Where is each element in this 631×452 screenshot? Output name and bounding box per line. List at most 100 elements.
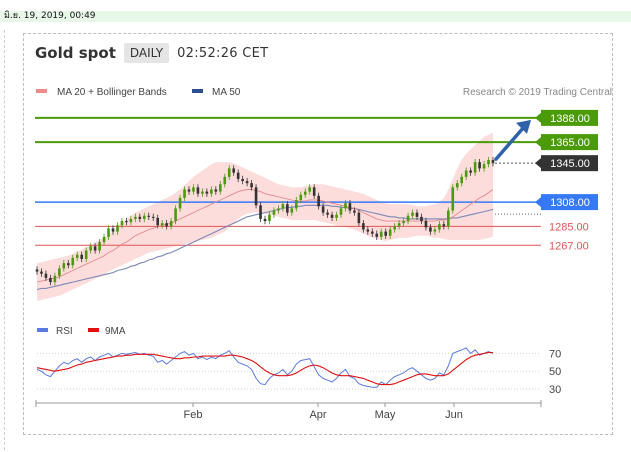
level-label-1388.00: 1388.00 [550,113,590,125]
candle-body [469,170,472,173]
candle-body [35,269,39,272]
x-tick-label-Apr: Apr [309,409,326,421]
forecast-arrow-shaft [494,124,527,161]
candle-body [370,231,374,234]
candle-body [451,187,455,211]
rsi-legend: RSI 9MA [37,326,126,337]
level-label-box-1345.00 [541,155,598,172]
candle-body [58,268,61,276]
candle-body [362,223,365,230]
x-tick-label-Jun: Jun [445,409,463,421]
rsi-tick-30: 30 [549,384,561,396]
candle-body [286,204,289,213]
candle-body [49,277,52,283]
candle-body [116,225,119,232]
forecast-arrow-head [516,119,531,134]
candle-body [80,254,84,259]
bb-legend-swatch [36,89,47,93]
candle-body [89,246,92,251]
level-label-1345.00: 1345.00 [550,158,590,170]
candle-body [160,223,164,226]
candle-body [446,210,450,227]
candle-body [429,227,432,232]
ma50-legend-swatch [192,89,203,93]
candle-body [384,231,388,236]
candle-body [308,187,312,192]
candle-body [156,217,160,226]
candle-body [134,216,137,219]
candle-body [460,176,464,184]
candle-body [478,162,481,169]
level-label-1308.00: 1308.00 [550,197,590,209]
ma50-legend-label: MA 50 [212,87,241,98]
rsi-tick-70: 70 [549,348,561,360]
bollinger-band-area [37,132,493,302]
level-label-1285.00: 1285.00 [549,221,589,233]
candle-body [201,191,204,194]
candle-body [281,204,285,209]
level-label-pointer-1365.00 [535,137,541,148]
candle-body [147,215,151,217]
x-tick-label-Feb: Feb [184,409,203,421]
candle-body [169,221,173,227]
candle-body [344,203,347,209]
level-label-1365.00: 1365.00 [550,137,590,149]
candle-body [98,242,101,251]
candle-body [397,223,401,227]
candle-body [388,229,392,236]
candle-body [464,170,468,177]
candle-body [438,224,441,230]
candle-body [129,218,133,223]
chart-frame [23,33,613,435]
candle-body [299,194,303,200]
candle-body [192,187,195,192]
candle-body [393,226,396,230]
candle-body [424,221,428,228]
rsi-legend-label: RSI [56,326,73,337]
credit-text: Research © 2019 Trading Central [463,87,612,98]
candle-body [415,212,419,217]
candle-body [272,210,276,215]
candle-body [245,181,249,184]
candle-body [250,183,253,188]
candle-body [210,189,213,194]
candle-body [196,187,200,194]
candle-body [326,212,329,215]
level-label-box-1308.00 [541,194,598,211]
candle-body [254,187,258,206]
x-tick-label-May: May [375,409,396,421]
candle-body [125,221,128,223]
rsi-panel: 70 50 30 [36,347,561,396]
candle-body [84,250,88,259]
candle-body [227,168,231,177]
candle-body [142,215,146,219]
candle-body [62,263,66,269]
candle-body [348,203,352,211]
candle-body [277,208,280,211]
candle-body [420,216,423,222]
chart-title: Gold spot [35,44,116,62]
rsi-ma9-line [36,351,493,386]
candle-body [138,216,142,219]
candle-body [406,215,410,222]
rsi-legend-swatch [37,328,48,332]
candle-body [294,200,298,209]
candle-body [357,212,361,224]
candle-body [232,168,236,173]
candle-body [214,189,218,192]
candle-body [487,160,490,165]
candle-body [455,183,459,188]
candle-body [290,208,294,213]
candle-body [165,223,168,227]
rsi-tick-50: 50 [549,366,561,378]
candle-body [107,228,110,237]
candle-body [433,229,437,232]
ma9-legend-label: 9MA [105,326,126,337]
candle-body [53,275,57,283]
candle-body [263,218,267,222]
candle-body [218,184,222,192]
candle-body [183,189,186,198]
timeframe-button[interactable]: DAILY [123,43,170,63]
candle-body [268,214,271,222]
chart-header: Gold spot DAILY 02:52:26 CET [35,42,268,64]
